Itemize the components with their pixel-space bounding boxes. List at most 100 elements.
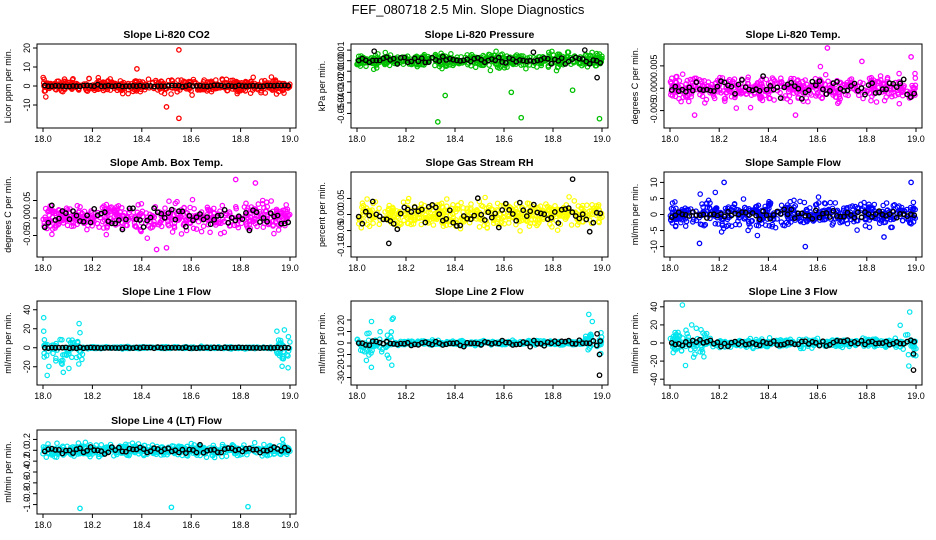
- data-point: [822, 200, 829, 207]
- x-tick-label: 18.8: [544, 263, 562, 273]
- data-point: [910, 199, 917, 206]
- y-tick-label: 0: [336, 340, 346, 345]
- data-point: [862, 223, 869, 229]
- data-point: [745, 74, 752, 81]
- data-point: [881, 97, 888, 104]
- data-point: [509, 342, 516, 348]
- data-point: [388, 328, 395, 335]
- data-point: [460, 213, 467, 219]
- data-point: [42, 214, 48, 221]
- data-point: [440, 220, 447, 226]
- x-tick-label: 18.2: [397, 263, 415, 273]
- y-tick-label: -0.10: [336, 236, 346, 257]
- data-point: [225, 344, 232, 351]
- data-point: [499, 207, 506, 213]
- data-point: [385, 205, 392, 212]
- data-point: [547, 221, 553, 227]
- data-point: [404, 339, 411, 346]
- outlier-point: [596, 351, 603, 358]
- data-point: [366, 223, 373, 230]
- data-point: [101, 203, 107, 209]
- data-point: [422, 219, 429, 226]
- data-point: [756, 216, 763, 223]
- x-tick-label: 18.6: [495, 134, 513, 144]
- data-point: [551, 209, 558, 215]
- data-point: [377, 328, 383, 335]
- data-point: [233, 204, 239, 210]
- data-point: [586, 60, 593, 67]
- data-point: [430, 215, 437, 222]
- data-point: [400, 199, 407, 206]
- x-tick-label: 18.8: [544, 134, 562, 144]
- data-point: [457, 58, 464, 64]
- data-point: [707, 211, 714, 218]
- data-point: [769, 221, 776, 228]
- data-point: [175, 77, 181, 84]
- y-tick-label: -10: [649, 240, 659, 253]
- data-point: [189, 196, 196, 203]
- data-point: [239, 83, 246, 89]
- series-selected: [668, 206, 918, 223]
- data-point: [387, 340, 394, 347]
- data-point: [41, 224, 48, 231]
- data-point: [415, 58, 422, 65]
- data-point: [73, 212, 80, 219]
- data-point: [565, 337, 572, 344]
- data-point: [253, 209, 260, 216]
- data-point: [439, 342, 446, 348]
- data-point: [556, 212, 562, 218]
- data-point: [133, 83, 140, 90]
- data-point: [205, 206, 211, 213]
- data-point: [816, 78, 823, 85]
- series-selected: [355, 330, 604, 379]
- data-point: [464, 339, 471, 346]
- x-tick-label: 18.8: [232, 263, 250, 273]
- y-tick-label: -0.005: [649, 98, 659, 124]
- data-point: [204, 214, 211, 221]
- data-point: [59, 88, 66, 95]
- data-point: [258, 89, 264, 96]
- data-point: [820, 210, 826, 217]
- data-point: [418, 55, 425, 62]
- data-point: [690, 216, 697, 223]
- data-point: [481, 217, 488, 223]
- data-point: [77, 329, 83, 336]
- y-tick-label: -0.04: [336, 93, 346, 114]
- data-point: [116, 345, 122, 351]
- data-point: [432, 215, 439, 222]
- data-point: [246, 227, 253, 234]
- data-point: [554, 227, 561, 234]
- data-point: [250, 74, 257, 81]
- data-point: [851, 80, 858, 87]
- data-point: [162, 205, 168, 212]
- data-point: [537, 210, 544, 217]
- data-point: [777, 210, 784, 217]
- data-point: [225, 82, 232, 89]
- data-point: [474, 195, 481, 202]
- data-point: [519, 204, 525, 211]
- data-point: [84, 226, 90, 233]
- data-point: [487, 67, 494, 74]
- data-point: [467, 58, 474, 65]
- data-point: [874, 78, 881, 85]
- data-point: [759, 76, 766, 82]
- data-point: [767, 215, 774, 222]
- data-point: [492, 339, 499, 346]
- data-point: [904, 91, 911, 98]
- data-point: [60, 369, 67, 376]
- data-point: [390, 340, 397, 347]
- y-tick-label: 10: [336, 326, 346, 336]
- data-point: [401, 340, 408, 347]
- data-point: [837, 96, 844, 102]
- data-point: [693, 325, 700, 332]
- data-point: [446, 207, 453, 214]
- data-point: [66, 216, 73, 223]
- data-point: [516, 199, 523, 206]
- x-tick-label: 18.0: [661, 134, 679, 144]
- data-point: [910, 206, 917, 213]
- outlier-point: [134, 66, 140, 72]
- data-point: [91, 344, 98, 351]
- data-point: [387, 334, 394, 341]
- data-point: [699, 221, 705, 228]
- data-point: [558, 338, 565, 345]
